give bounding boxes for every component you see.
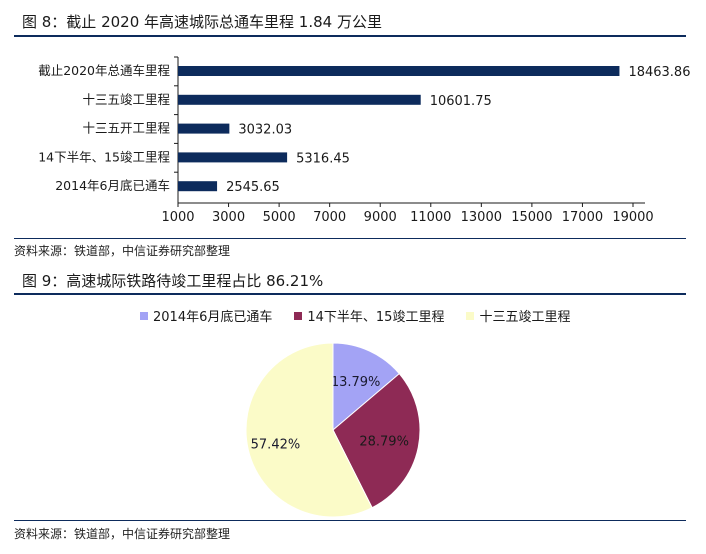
title-rule <box>14 293 686 295</box>
pie-value-label: 57.42% <box>251 438 301 453</box>
figure-9-source: 资料来源：铁道部，中信证券研究部整理 <box>14 527 231 541</box>
legend-label: 十三五竣工里程 <box>479 310 571 325</box>
figure-8-title: 图 8：截止 2020 年高速城际总通车里程 1.84 万公里 <box>22 13 382 31</box>
bar-value-label: 10601.75 <box>430 94 492 109</box>
category-label: 截止2020年总通车里程 <box>38 63 170 78</box>
title-rule <box>14 35 686 37</box>
bar <box>178 123 230 134</box>
category-label: 十三五竣工里程 <box>82 92 170 107</box>
pie-value-label: 28.79% <box>359 434 409 449</box>
bar-value-label: 2545.65 <box>226 180 280 195</box>
pie-value-label: 13.79% <box>331 375 381 390</box>
legend-label: 14下半年、15竣工里程 <box>307 310 445 325</box>
pie-slice <box>245 342 373 518</box>
divider <box>14 238 686 239</box>
divider <box>14 520 686 521</box>
legend-item: 十三五竣工里程 <box>466 306 570 325</box>
legend-swatch <box>294 311 303 320</box>
legend-item: 14下半年、15竣工里程 <box>294 306 444 325</box>
x-tick-label: 13000 <box>461 210 502 225</box>
category-label: 十三五开工里程 <box>82 121 170 136</box>
x-tick-label: 19000 <box>612 210 653 225</box>
bar <box>178 152 288 163</box>
bar-value-label: 3032.03 <box>238 123 292 138</box>
bar <box>178 181 218 192</box>
x-tick-label: 3000 <box>212 210 245 225</box>
x-tick-label: 11000 <box>410 210 451 225</box>
x-tick-label: 9000 <box>364 210 397 225</box>
x-tick-label: 5000 <box>263 210 296 225</box>
pie-slice <box>332 372 421 509</box>
bar-value-label: 18463.86 <box>628 65 690 80</box>
x-tick-label: 15000 <box>511 210 552 225</box>
pie-legend: 2014年6月底已通车 14下半年、15竣工里程 十三五竣工里程 <box>140 306 570 325</box>
category-label: 2014年6月底已通车 <box>55 178 170 193</box>
x-tick-label: 7000 <box>313 210 346 225</box>
bar-value-label: 5316.45 <box>296 151 350 166</box>
pie-slice <box>332 342 401 432</box>
bar <box>178 66 620 76</box>
figure-9-title: 图 9：高速城际铁路待竣工里程占比 86.21% <box>22 272 324 290</box>
x-tick-label: 1000 <box>161 210 194 225</box>
legend-swatch <box>140 311 148 320</box>
figure-8-source: 资料来源：铁道部，中信证券研究部整理 <box>14 244 231 258</box>
legend-item: 2014年6月底已通车 <box>140 306 272 325</box>
legend-swatch <box>466 311 475 320</box>
bar <box>178 94 421 105</box>
legend-label: 2014年6月底已通车 <box>153 310 273 325</box>
x-tick-label: 17000 <box>562 210 603 225</box>
category-label: 14下半年、15竣工里程 <box>38 149 170 164</box>
